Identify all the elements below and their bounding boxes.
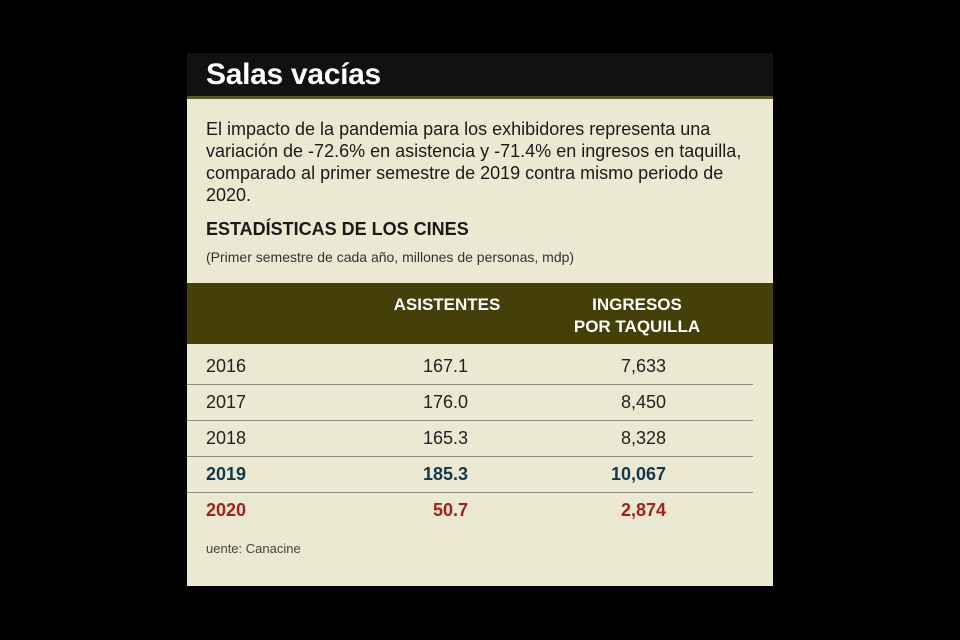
title-bar: Salas vacías [187, 53, 773, 99]
cell-asistentes: 167.1 [422, 356, 468, 376]
cell-asistentes: 185.3 [422, 464, 468, 484]
cell-asistentes: 50.7 [432, 500, 468, 520]
column-header-ingresos-line1: INGRESOS [592, 295, 682, 314]
table-row: 2020 50.7 2,874 [187, 493, 773, 529]
table-row: 2018 165.3 8,328 [187, 421, 773, 457]
column-header-ingresos: INGRESOS POR TAQUILLA [557, 294, 717, 338]
row-divider [187, 384, 753, 385]
row-divider [187, 492, 753, 493]
table-row: 2019 185.3 10,067 [187, 457, 773, 493]
table-header: ASISTENTES INGRESOS POR TAQUILLA [187, 283, 773, 344]
cell-year: 2016 [206, 356, 247, 376]
cell-asistentes: 176.0 [422, 392, 468, 412]
column-header-asistentes-label: ASISTENTES [393, 295, 501, 314]
cell-year: 2019 [206, 464, 247, 484]
cell-ingresos: 8,450 [620, 392, 666, 412]
description-text: El impacto de la pandemia para los exhib… [206, 119, 742, 205]
table-title: ESTADÍSTICAS DE LOS CINES [206, 219, 469, 239]
cell-ingresos: 8,328 [620, 428, 666, 448]
cell-ingresos: 10,067 [610, 464, 666, 484]
cell-year: 2020 [206, 500, 247, 520]
table-row: 2016 167.1 7,633 [187, 349, 773, 385]
row-divider [187, 456, 753, 457]
infographic-card: Salas vacías El impacto de la pandemia p… [187, 53, 773, 586]
column-header-asistentes: ASISTENTES [377, 294, 517, 316]
cell-ingresos: 2,874 [620, 500, 666, 520]
cell-year: 2018 [206, 428, 247, 448]
infographic-title: Salas vacías [206, 58, 381, 91]
row-divider [187, 420, 753, 421]
cell-asistentes: 165.3 [422, 428, 468, 448]
column-header-ingresos-line2: POR TAQUILLA [573, 317, 701, 336]
source-credit: uente: Canacine [206, 541, 301, 556]
cell-ingresos: 7,633 [620, 356, 666, 376]
table-note: (Primer semestre de cada año, millones d… [206, 249, 575, 265]
cell-year: 2017 [206, 392, 247, 412]
table-row: 2017 176.0 8,450 [187, 385, 773, 421]
